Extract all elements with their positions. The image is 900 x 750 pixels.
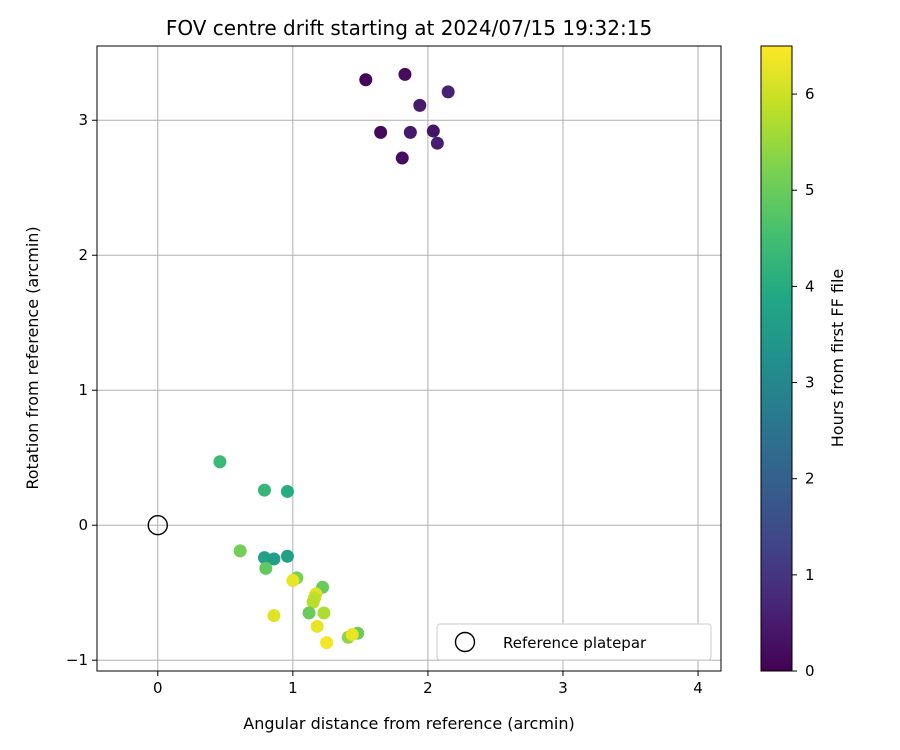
x-tick-label: 0 xyxy=(153,679,163,697)
colorbar-tick-label: 2 xyxy=(805,470,815,488)
y-tick-label: 0 xyxy=(78,516,88,534)
axes: 0 1 2 3 4 −1 0 1 2 3 xyxy=(66,45,722,697)
plot-area xyxy=(147,67,455,650)
axes-frame xyxy=(96,45,722,672)
data-point xyxy=(286,574,300,588)
data-point xyxy=(267,609,281,623)
data-point xyxy=(441,85,455,99)
data-point xyxy=(302,606,316,620)
legend-box xyxy=(436,623,712,661)
data-point xyxy=(374,125,388,139)
data-point xyxy=(430,136,444,150)
data-point xyxy=(259,561,273,575)
x-tick-label: 2 xyxy=(423,679,433,697)
data-point xyxy=(398,67,412,81)
data-point xyxy=(426,124,440,138)
legend-label-reference: Reference platepar xyxy=(503,634,647,652)
data-point xyxy=(257,483,271,497)
colorbar-tick-label: 4 xyxy=(805,277,815,295)
x-tick-label: 3 xyxy=(558,679,568,697)
data-point xyxy=(280,549,294,563)
y-tick-label: −1 xyxy=(66,651,88,669)
data-point xyxy=(233,544,247,558)
colorbar-tick-label: 5 xyxy=(805,181,815,199)
colorbar-tick-label: 0 xyxy=(805,662,815,680)
legend-marker-reference xyxy=(454,631,476,653)
colorbar: 0 1 2 3 4 5 6 xyxy=(760,45,815,680)
colorbar-tick-label: 6 xyxy=(805,85,815,103)
data-point xyxy=(310,619,324,633)
colorbar-tick-label: 3 xyxy=(805,374,815,392)
colorbar-label: Hours from first FF file xyxy=(828,269,847,448)
y-axis-label: Rotation from reference (arcmin) xyxy=(23,226,42,489)
data-point xyxy=(320,636,334,650)
legend: Reference platepar xyxy=(436,623,712,661)
y-tick-label: 1 xyxy=(78,381,88,399)
data-point xyxy=(359,73,373,87)
data-point xyxy=(413,98,427,112)
y-tick-label: 2 xyxy=(78,246,88,264)
data-point xyxy=(403,125,417,139)
data-point xyxy=(267,552,281,566)
chart-title: FOV centre drift starting at 2024/07/15 … xyxy=(166,16,652,40)
colorbar-gradient xyxy=(760,45,793,672)
x-tick-label: 1 xyxy=(288,679,298,697)
data-point xyxy=(280,484,294,498)
x-axis-label: Angular distance from reference (arcmin) xyxy=(243,714,574,733)
data-point xyxy=(345,628,359,642)
colorbar-tick-label: 1 xyxy=(805,566,815,584)
data-point xyxy=(395,151,409,165)
data-point xyxy=(213,455,227,469)
data-point xyxy=(317,606,331,620)
x-tick-label: 4 xyxy=(693,679,703,697)
data-point xyxy=(306,595,320,609)
y-tick-label: 3 xyxy=(78,111,88,129)
reference-platepar-marker xyxy=(147,515,168,536)
grid xyxy=(97,46,721,671)
